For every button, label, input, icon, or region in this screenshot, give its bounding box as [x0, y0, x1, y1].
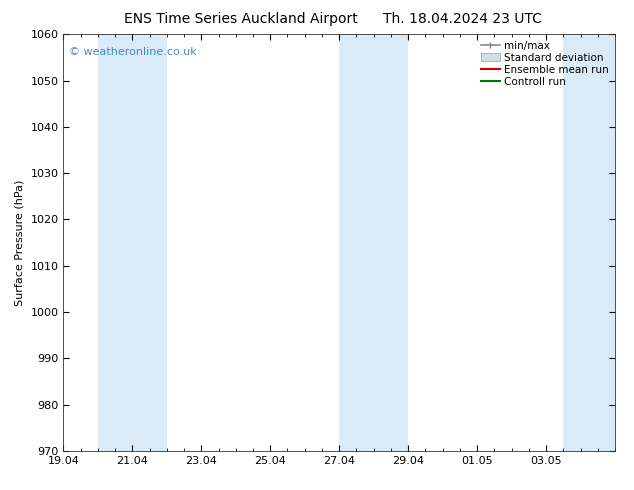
Y-axis label: Surface Pressure (hPa): Surface Pressure (hPa) [15, 179, 25, 306]
Text: ENS Time Series Auckland Airport: ENS Time Series Auckland Airport [124, 12, 358, 26]
Text: Th. 18.04.2024 23 UTC: Th. 18.04.2024 23 UTC [384, 12, 542, 26]
Bar [339, 34, 408, 451]
Bar [563, 34, 615, 451]
Legend: min/max, Standard deviation, Ensemble mean run, Controll run: min/max, Standard deviation, Ensemble me… [477, 36, 613, 91]
Text: © weatheronline.co.uk: © weatheronline.co.uk [69, 47, 197, 57]
Bar [98, 34, 167, 451]
